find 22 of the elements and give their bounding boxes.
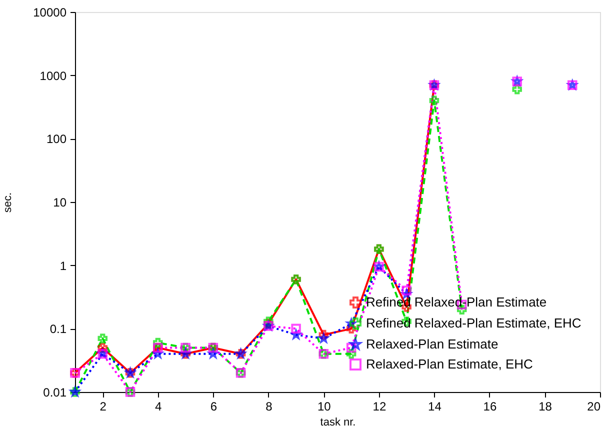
- x-tick-label: 4: [155, 400, 162, 414]
- x-tick-label: 10: [318, 400, 332, 414]
- x-tick-label: 2: [100, 400, 107, 414]
- y-tick-label: 0.1: [50, 322, 67, 336]
- x-tick-label: 12: [372, 400, 386, 414]
- y-axis-title: sec.: [2, 192, 14, 213]
- x-tick-label: 14: [428, 400, 442, 414]
- x-tick-label: 18: [538, 400, 552, 414]
- y-tick-label: 0.01: [43, 386, 67, 400]
- y-tick-label: 10000: [33, 6, 67, 20]
- y-tick-label: 1: [60, 258, 67, 273]
- x-tick-label: 16: [483, 400, 497, 414]
- y-tick-label: 100: [46, 132, 67, 146]
- y-tick-label: 10: [53, 196, 67, 210]
- legend-label: Refined Relaxed-Plan Estimate, EHC: [366, 316, 582, 330]
- y-tick-label: 1000: [40, 68, 67, 83]
- x-tick-label: 20: [587, 400, 601, 414]
- legend-label: Relaxed-Plan Estimate: [366, 336, 498, 352]
- x-axis-title: task nr.: [320, 416, 356, 428]
- x-tick-label: 8: [266, 400, 273, 414]
- legend-label: Relaxed-Plan Estimate, EHC: [366, 356, 533, 372]
- x-tick-label: 6: [210, 400, 218, 414]
